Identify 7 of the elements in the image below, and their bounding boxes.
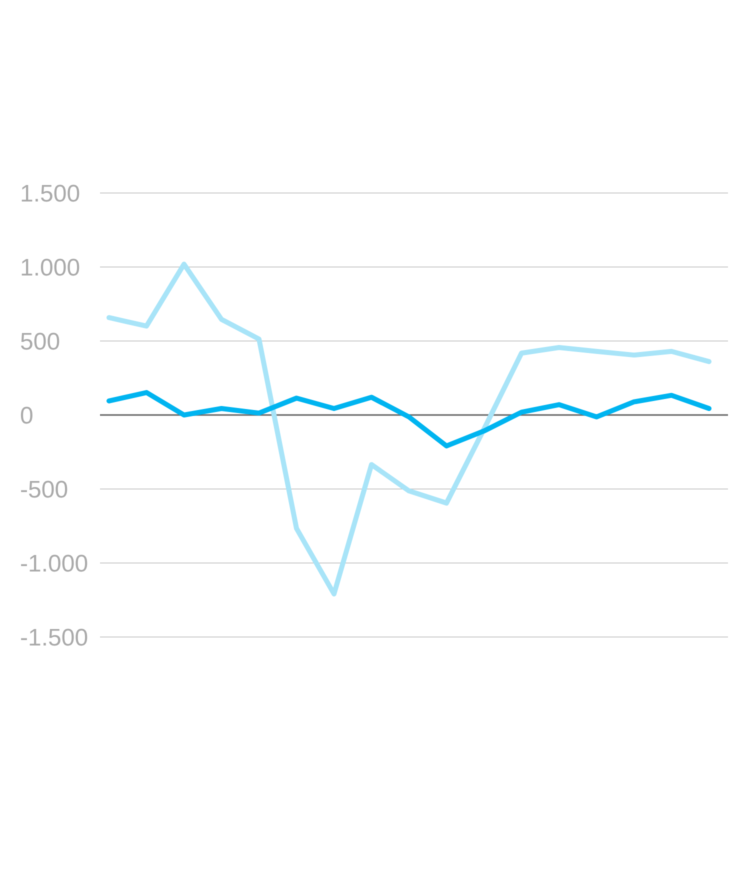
y-tick-label: -1.000 <box>20 550 88 578</box>
y-tick-label: -500 <box>20 476 68 504</box>
y-tick-label: 1.500 <box>20 180 80 208</box>
y-tick-label: 1.000 <box>20 254 80 282</box>
y-tick-label: 0 <box>20 402 34 430</box>
y-tick-label: -1.500 <box>20 624 88 652</box>
y-tick-label: 500 <box>20 328 60 356</box>
